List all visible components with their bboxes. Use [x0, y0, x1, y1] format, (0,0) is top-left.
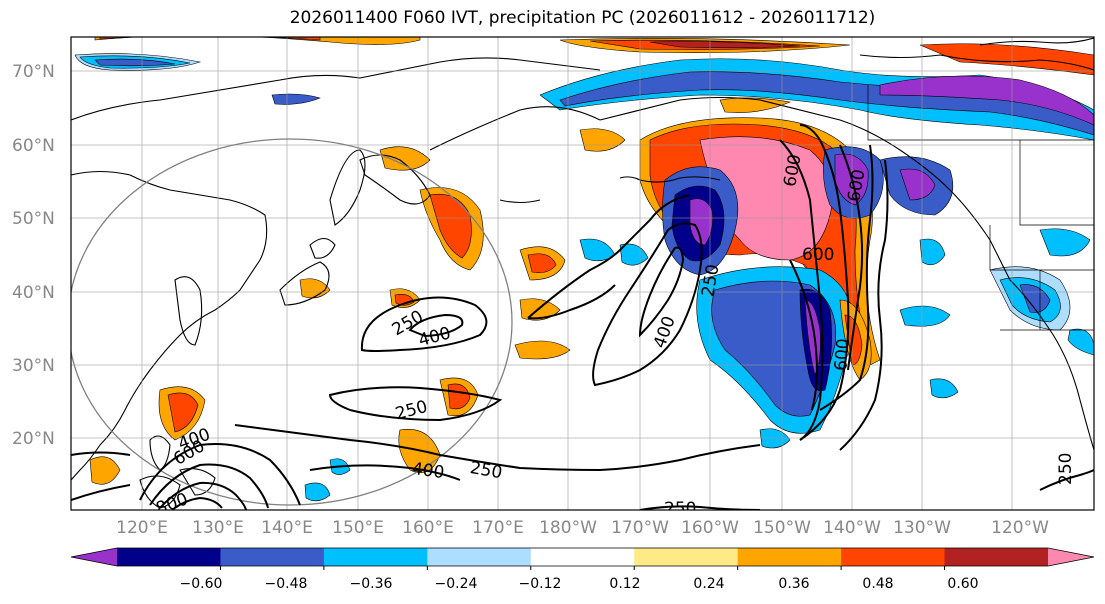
colorbar-tick-label: 0.24	[693, 576, 725, 592]
lat-label: 20°N	[12, 429, 55, 449]
colorbar-outline	[70, 547, 1095, 567]
lon-label: 130°W	[893, 518, 951, 538]
lon-label: 150°E	[332, 518, 384, 538]
colorbar-segment	[737, 548, 842, 566]
colorbar-tick-label: −0.48	[264, 576, 308, 592]
map-frame	[70, 36, 1095, 511]
lon-label: 140°W	[823, 518, 881, 538]
colorbar-segment	[530, 548, 635, 566]
lon-label: 160°W	[681, 518, 739, 538]
lat-label: 40°N	[12, 283, 55, 303]
colorbar-tick-label: −0.36	[349, 576, 393, 592]
colorbar-segment	[220, 548, 325, 566]
range-circle	[71, 138, 513, 506]
lon-label: 170°W	[611, 518, 669, 538]
colorbar-tick-label: 0.48	[862, 576, 894, 592]
colorbar-tick-label: 0.60	[947, 576, 979, 592]
colorbar	[70, 547, 1095, 570]
colorbar-segment	[117, 548, 221, 566]
contour-label: 250	[664, 499, 696, 519]
gridlines	[71, 37, 1094, 510]
colorbar-tick-label: 0.36	[778, 576, 810, 592]
precip-shading	[74, 37, 1094, 502]
colorbar-tick-label: 0.12	[609, 576, 641, 592]
lon-label: 150°W	[753, 518, 811, 538]
map-title: 2026011400 F060 IVT, precipitation PC (2…	[289, 8, 876, 28]
colorbar-segment	[841, 548, 946, 566]
lon-label: 120°E	[116, 518, 168, 538]
contour-label: 400	[411, 459, 446, 483]
colorbar-segment	[944, 548, 1049, 566]
colorbar-tick-label: −0.24	[434, 576, 478, 592]
colorbar-extend-low	[71, 548, 117, 566]
lat-label: 30°N	[12, 356, 55, 376]
lon-label: 130°E	[192, 518, 244, 538]
colorbar-segment	[634, 548, 739, 566]
contour-label: 600	[802, 245, 834, 265]
lon-label: 140°E	[261, 518, 313, 538]
colorbar-extend-high	[1048, 548, 1094, 566]
colorbar-segment	[323, 548, 428, 566]
ivt-contours	[71, 124, 1094, 510]
lon-label: 180°W	[539, 518, 597, 538]
colorbar-tick-label: −0.60	[179, 576, 223, 592]
colorbar-tick-label: −0.12	[518, 576, 562, 592]
lon-label: 170°E	[472, 518, 524, 538]
lon-label: 120°W	[991, 518, 1049, 538]
country-borders	[867, 85, 1094, 331]
map-area: 250 400 250 250 400 250 400 250 600 600 …	[71, 37, 1094, 519]
colorbar-segment	[427, 548, 532, 566]
lat-label: 70°N	[12, 62, 55, 82]
contour-label: 250	[1056, 453, 1076, 485]
lon-label: 160°E	[402, 518, 454, 538]
lat-label: 60°N	[12, 136, 55, 156]
coastlines	[71, 37, 1094, 509]
contour-label: 600	[831, 338, 854, 372]
lat-label: 50°N	[12, 209, 55, 229]
